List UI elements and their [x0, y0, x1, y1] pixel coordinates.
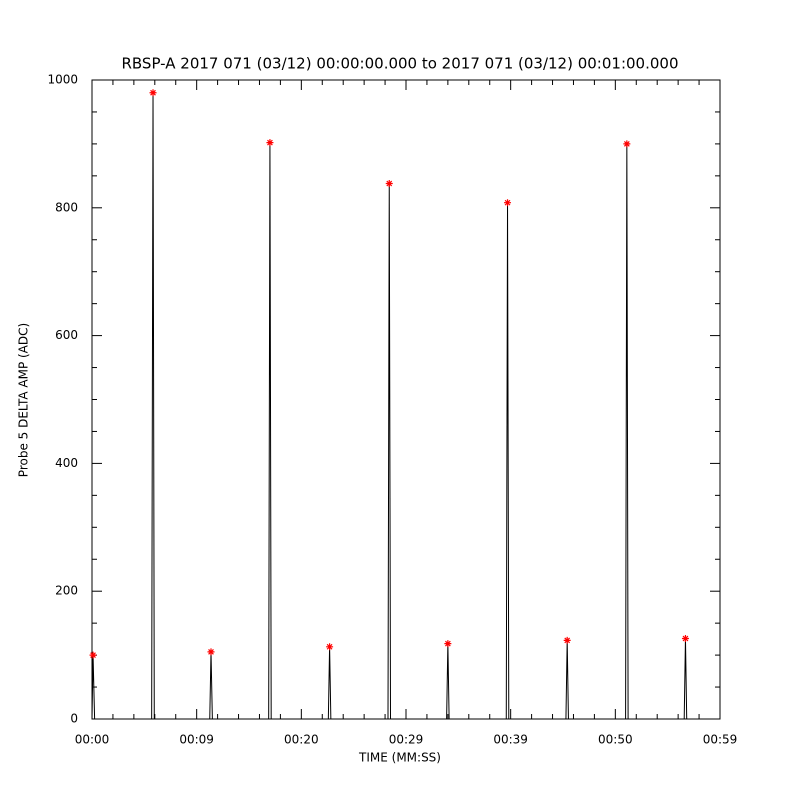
peak-marker	[444, 640, 452, 648]
x-tick-label: 00:50	[598, 733, 633, 747]
y-tick-label: 800	[55, 200, 78, 214]
peak-marker	[326, 643, 334, 651]
y-axis-label: Probe 5 DELTA AMP (ADC)	[17, 323, 31, 477]
x-tick-label: 00:20	[284, 733, 319, 747]
peak-marker	[266, 139, 274, 147]
peak-marker	[89, 651, 97, 659]
x-tick-label: 00:00	[75, 733, 110, 747]
peak-marker	[385, 180, 393, 188]
peak-marker	[563, 636, 571, 644]
x-tick-label: 00:29	[389, 733, 424, 747]
y-tick-label: 1000	[47, 73, 78, 87]
y-tick-label: 600	[55, 328, 78, 342]
x-tick-label: 00:39	[493, 733, 528, 747]
y-tick-label: 0	[70, 712, 78, 726]
y-tick-label: 400	[55, 456, 78, 470]
chart-title: RBSP-A 2017 071 (03/12) 00:00:00.000 to …	[121, 55, 678, 73]
x-axis-label: TIME (MM:SS)	[358, 751, 441, 765]
x-tick-label: 00:09	[179, 733, 214, 747]
data-line	[91, 92, 700, 720]
peak-marker	[149, 89, 157, 97]
y-tick-label: 200	[55, 584, 78, 598]
peak-marker	[623, 140, 631, 148]
peak-marker	[207, 648, 215, 656]
peak-marker	[504, 199, 512, 207]
peak-marker	[681, 634, 689, 642]
x-tick-label: 00:59	[703, 733, 738, 747]
